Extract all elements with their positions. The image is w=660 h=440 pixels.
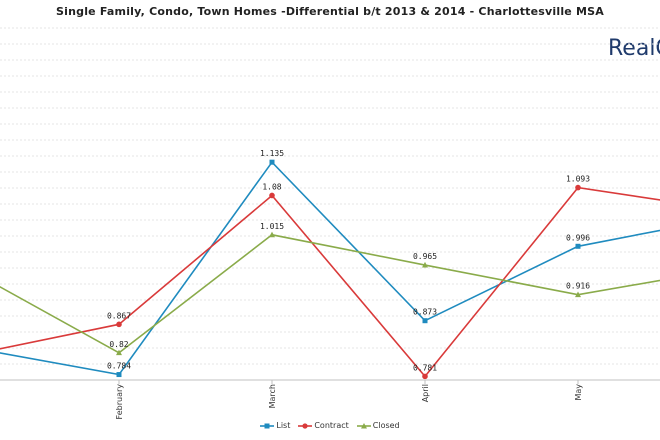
legend-label: Closed xyxy=(372,421,400,430)
data-label: 1.015 xyxy=(260,222,284,231)
data-point xyxy=(269,159,275,165)
data-point xyxy=(269,231,275,238)
series-closed xyxy=(0,231,660,356)
legend-item-list[interactable]: List xyxy=(260,421,290,430)
data-label: 0.873 xyxy=(413,308,437,317)
data-point xyxy=(116,372,122,378)
data-label: 0.82 xyxy=(109,340,128,349)
legend: List Contract Closed xyxy=(0,421,660,430)
series-line-list xyxy=(0,160,660,376)
data-label: 1.135 xyxy=(260,149,284,158)
x-tick-label: March xyxy=(268,384,277,408)
data-label: 0.784 xyxy=(107,362,131,371)
data-point xyxy=(575,291,581,298)
data-point xyxy=(575,243,581,249)
series-contract xyxy=(0,184,660,380)
data-label: 0.781 xyxy=(413,363,437,372)
data-label: 1.08 xyxy=(262,182,281,191)
legend-swatch-icon xyxy=(356,422,371,428)
series-line-contract xyxy=(0,186,660,378)
grid-lines xyxy=(0,27,660,365)
data-point xyxy=(422,373,428,380)
legend-label: Contract xyxy=(314,421,349,430)
data-point xyxy=(116,349,122,356)
data-label: 0.996 xyxy=(566,233,590,242)
legend-item-closed[interactable]: Closed xyxy=(356,421,400,430)
data-label: 1.093 xyxy=(566,175,590,184)
series-list xyxy=(0,159,660,378)
data-labels: 0.784 1.135 0.873 0.996 0.867 1.08 0.781 1.093 0… xyxy=(107,149,590,372)
data-label: 0.916 xyxy=(566,282,590,291)
data-point xyxy=(422,318,428,324)
data-point xyxy=(269,192,275,199)
brand-logo: RealC xyxy=(608,36,660,61)
legend-swatch-icon xyxy=(298,422,313,429)
x-tick-label: February xyxy=(115,384,124,420)
legend-label: List xyxy=(276,421,291,430)
x-tick-label: May xyxy=(574,384,583,401)
chart-title: Single Family, Condo, Town Homes -Differ… xyxy=(56,5,604,18)
x-tick-label: April xyxy=(421,384,430,402)
x-axis: February March April May xyxy=(0,379,660,420)
legend-swatch-icon xyxy=(260,423,275,428)
data-label: 0.965 xyxy=(413,252,437,261)
series-layer xyxy=(0,159,660,380)
legend-item-contract[interactable]: Contract xyxy=(298,421,349,430)
data-label: 0.867 xyxy=(107,311,131,320)
data-point xyxy=(116,321,122,328)
data-point xyxy=(422,261,428,268)
data-point xyxy=(575,184,581,191)
series-line-closed xyxy=(0,233,660,354)
